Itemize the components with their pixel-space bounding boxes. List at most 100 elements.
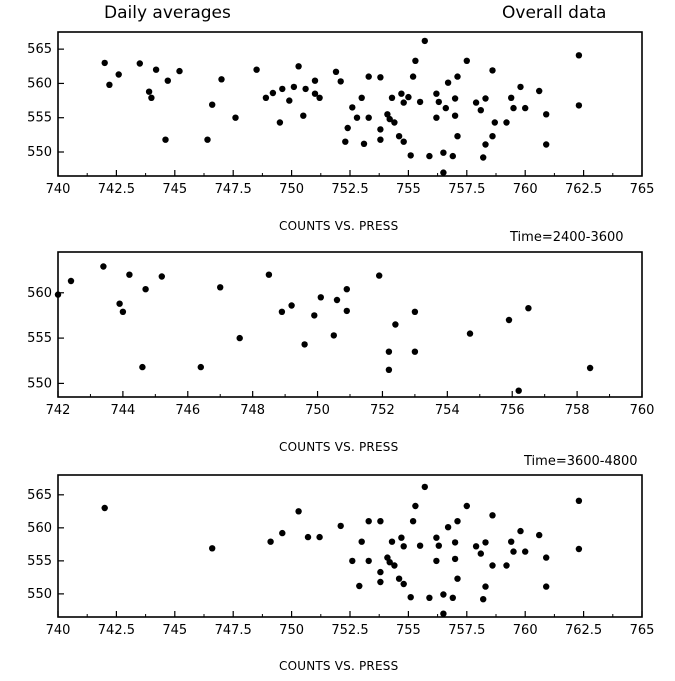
y-tick-label-2: 560	[27, 286, 52, 301]
data-point-3	[395, 575, 403, 582]
data-point-2	[333, 296, 341, 304]
data-point-1	[444, 79, 452, 86]
data-point-2	[142, 286, 149, 293]
data-point-1	[400, 138, 407, 145]
x-tick-label-3: 742.5	[98, 623, 135, 638]
plot-frame-2	[57, 251, 643, 398]
data-point-1	[176, 67, 183, 75]
data-point-1	[543, 141, 550, 148]
data-point-1	[435, 98, 442, 106]
data-point-1	[162, 136, 169, 143]
data-point-3	[575, 497, 583, 504]
data-point-1	[332, 68, 340, 76]
data-point-2	[411, 348, 419, 355]
y-tick-label-1: 555	[27, 111, 52, 126]
plot-frame-1	[57, 31, 643, 177]
data-point-1	[377, 136, 384, 143]
data-point-2	[126, 271, 133, 278]
data-point-2	[586, 364, 594, 372]
data-point-3	[400, 543, 407, 550]
x-tick-label-1: 745	[162, 182, 187, 197]
x-tick-label-2: 760	[630, 403, 655, 418]
data-point-2	[376, 272, 383, 279]
data-point-1	[543, 111, 550, 118]
data-point-3	[398, 534, 405, 541]
y-tick-label-2: 555	[27, 331, 52, 346]
data-point-2	[301, 341, 308, 348]
data-point-3	[575, 545, 583, 553]
data-point-2	[236, 334, 243, 342]
data-point-2	[411, 308, 419, 315]
data-point-1	[454, 73, 461, 80]
data-point-1	[522, 104, 529, 112]
data-point-1	[449, 152, 456, 160]
data-point-1	[433, 90, 440, 97]
data-point-1	[405, 93, 412, 101]
data-point-3	[377, 518, 384, 525]
data-point-2	[119, 308, 127, 315]
data-point-1	[377, 126, 384, 133]
data-point-1	[440, 169, 447, 176]
data-point-2	[505, 316, 513, 324]
data-point-3	[365, 557, 372, 565]
data-point-2	[317, 294, 324, 301]
y-tick-label-3: 565	[27, 488, 52, 503]
y-tick-label-3: 550	[27, 587, 52, 602]
data-point-1	[440, 149, 447, 156]
data-point-3	[349, 557, 356, 565]
data-point-1	[416, 98, 424, 106]
data-point-1	[145, 88, 153, 95]
x-tick-label-2: 752	[370, 403, 395, 418]
plot-frame-3	[57, 474, 643, 618]
data-point-1	[477, 107, 484, 114]
data-point-1	[148, 94, 155, 102]
data-point-2	[525, 305, 532, 312]
data-point-3	[365, 518, 372, 525]
data-point-1	[491, 119, 498, 126]
data-point-1	[253, 66, 260, 73]
data-point-1	[575, 102, 583, 109]
data-point-1	[421, 37, 428, 45]
data-point-1	[442, 104, 449, 112]
y-tick-label-1: 550	[27, 145, 52, 160]
data-point-1	[204, 136, 211, 143]
data-point-1	[101, 59, 108, 67]
x-tick-label-3: 755	[396, 623, 421, 638]
data-point-2	[515, 387, 522, 394]
time-label-panel-3: Time=3600-4800	[524, 454, 638, 469]
data-point-1	[463, 57, 470, 64]
x-axis-title-panel-3: COUNTS VS. PRESS	[279, 659, 399, 673]
data-point-1	[337, 78, 344, 85]
data-point-1	[454, 133, 461, 140]
data-point-3	[489, 562, 496, 569]
data-point-1	[232, 114, 239, 121]
data-point-3	[316, 533, 323, 541]
x-tick-label-2: 746	[175, 403, 200, 418]
data-point-2	[197, 363, 204, 371]
x-tick-label-1: 757.5	[448, 182, 485, 197]
data-point-2	[343, 307, 350, 315]
data-point-3	[444, 524, 452, 531]
data-point-3	[522, 548, 529, 555]
y-tick-label-1: 560	[27, 76, 52, 91]
data-point-3	[407, 594, 414, 601]
data-point-3	[101, 504, 108, 512]
data-point-1	[311, 77, 319, 84]
data-point-3	[409, 518, 417, 525]
data-point-1	[209, 101, 216, 108]
data-point-1	[342, 138, 349, 145]
x-tick-label-2: 750	[305, 403, 330, 418]
data-point-1	[388, 94, 396, 102]
data-point-2	[158, 273, 165, 280]
x-tick-label-3: 750	[279, 623, 304, 638]
data-point-1	[164, 77, 171, 84]
data-point-1	[409, 73, 417, 80]
x-tick-label-1: 750	[279, 182, 304, 197]
x-tick-label-2: 748	[240, 403, 265, 418]
data-point-1	[152, 66, 160, 73]
data-point-1	[300, 112, 307, 119]
data-point-3	[508, 538, 515, 545]
data-point-3	[451, 539, 459, 546]
x-tick-label-2: 742	[46, 403, 71, 418]
